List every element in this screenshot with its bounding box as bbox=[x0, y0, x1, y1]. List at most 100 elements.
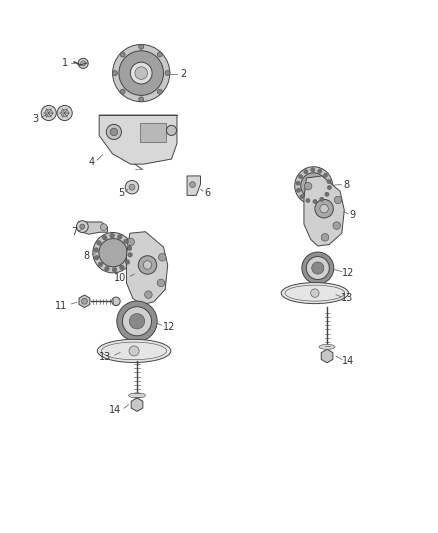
Ellipse shape bbox=[312, 262, 324, 274]
Ellipse shape bbox=[119, 51, 163, 95]
Text: 8: 8 bbox=[343, 180, 349, 190]
Ellipse shape bbox=[112, 297, 120, 305]
Ellipse shape bbox=[93, 232, 133, 273]
Text: 9: 9 bbox=[350, 211, 356, 220]
Ellipse shape bbox=[145, 291, 152, 298]
Ellipse shape bbox=[120, 89, 125, 94]
Ellipse shape bbox=[106, 124, 121, 140]
Ellipse shape bbox=[319, 344, 335, 349]
Ellipse shape bbox=[311, 168, 315, 172]
Polygon shape bbox=[79, 295, 90, 308]
Ellipse shape bbox=[327, 185, 332, 190]
Ellipse shape bbox=[304, 182, 312, 190]
Ellipse shape bbox=[77, 221, 88, 232]
Ellipse shape bbox=[110, 233, 114, 238]
Ellipse shape bbox=[117, 235, 122, 239]
Ellipse shape bbox=[129, 346, 139, 356]
Text: 13: 13 bbox=[341, 293, 353, 303]
Ellipse shape bbox=[281, 282, 349, 304]
Ellipse shape bbox=[78, 58, 88, 68]
Text: 7: 7 bbox=[71, 227, 77, 237]
Text: 10: 10 bbox=[114, 273, 126, 283]
Ellipse shape bbox=[127, 246, 132, 251]
Text: 12: 12 bbox=[163, 322, 176, 332]
Ellipse shape bbox=[296, 188, 300, 192]
Ellipse shape bbox=[99, 239, 127, 267]
Ellipse shape bbox=[94, 255, 99, 260]
Ellipse shape bbox=[311, 289, 319, 297]
Ellipse shape bbox=[157, 52, 162, 57]
Polygon shape bbox=[78, 222, 108, 235]
Ellipse shape bbox=[102, 236, 107, 240]
Ellipse shape bbox=[135, 67, 148, 79]
Ellipse shape bbox=[129, 393, 145, 398]
Text: 8: 8 bbox=[84, 251, 90, 261]
Text: 2: 2 bbox=[180, 69, 187, 79]
Ellipse shape bbox=[301, 173, 326, 198]
Ellipse shape bbox=[320, 197, 324, 201]
Text: 12: 12 bbox=[343, 268, 355, 278]
Ellipse shape bbox=[94, 248, 99, 252]
Ellipse shape bbox=[80, 224, 85, 229]
Ellipse shape bbox=[320, 205, 328, 213]
Ellipse shape bbox=[300, 195, 304, 199]
Ellipse shape bbox=[125, 260, 130, 264]
Ellipse shape bbox=[333, 222, 340, 229]
Ellipse shape bbox=[324, 173, 328, 177]
Text: 5: 5 bbox=[118, 188, 124, 198]
Polygon shape bbox=[187, 176, 201, 196]
Ellipse shape bbox=[98, 262, 103, 266]
Ellipse shape bbox=[81, 61, 86, 66]
Ellipse shape bbox=[306, 256, 329, 279]
Ellipse shape bbox=[131, 62, 152, 84]
Ellipse shape bbox=[117, 301, 157, 342]
Text: 11: 11 bbox=[55, 301, 67, 311]
Polygon shape bbox=[140, 123, 166, 142]
Ellipse shape bbox=[157, 279, 165, 287]
Ellipse shape bbox=[296, 181, 300, 185]
Ellipse shape bbox=[57, 106, 72, 120]
Ellipse shape bbox=[120, 52, 125, 57]
Ellipse shape bbox=[304, 169, 308, 174]
Ellipse shape bbox=[313, 199, 317, 204]
Ellipse shape bbox=[315, 199, 333, 218]
Ellipse shape bbox=[327, 180, 331, 184]
Ellipse shape bbox=[100, 224, 107, 230]
Ellipse shape bbox=[125, 181, 139, 194]
Ellipse shape bbox=[123, 306, 152, 336]
Ellipse shape bbox=[112, 268, 117, 272]
Ellipse shape bbox=[190, 182, 195, 188]
Polygon shape bbox=[99, 115, 177, 164]
Ellipse shape bbox=[302, 252, 334, 284]
Ellipse shape bbox=[81, 298, 88, 304]
Ellipse shape bbox=[128, 253, 132, 257]
Ellipse shape bbox=[306, 198, 310, 203]
Ellipse shape bbox=[334, 196, 342, 204]
Ellipse shape bbox=[321, 233, 329, 241]
Ellipse shape bbox=[113, 44, 170, 102]
Text: 14: 14 bbox=[110, 405, 122, 415]
Ellipse shape bbox=[138, 256, 157, 274]
Ellipse shape bbox=[110, 128, 118, 136]
Polygon shape bbox=[127, 232, 168, 305]
Ellipse shape bbox=[157, 89, 162, 94]
Ellipse shape bbox=[295, 167, 332, 205]
Polygon shape bbox=[131, 398, 143, 411]
Ellipse shape bbox=[61, 109, 68, 117]
Ellipse shape bbox=[105, 266, 109, 271]
Ellipse shape bbox=[139, 44, 144, 50]
Ellipse shape bbox=[143, 261, 152, 269]
Text: 4: 4 bbox=[88, 157, 94, 167]
Text: 13: 13 bbox=[99, 352, 111, 362]
Text: 6: 6 bbox=[205, 188, 211, 198]
Ellipse shape bbox=[127, 238, 134, 246]
Ellipse shape bbox=[129, 184, 135, 190]
Ellipse shape bbox=[318, 169, 322, 173]
Ellipse shape bbox=[139, 97, 144, 102]
Ellipse shape bbox=[113, 70, 117, 76]
Ellipse shape bbox=[325, 192, 329, 197]
Polygon shape bbox=[304, 176, 344, 246]
Text: 14: 14 bbox=[342, 356, 354, 366]
Ellipse shape bbox=[129, 313, 145, 329]
Ellipse shape bbox=[159, 254, 166, 261]
